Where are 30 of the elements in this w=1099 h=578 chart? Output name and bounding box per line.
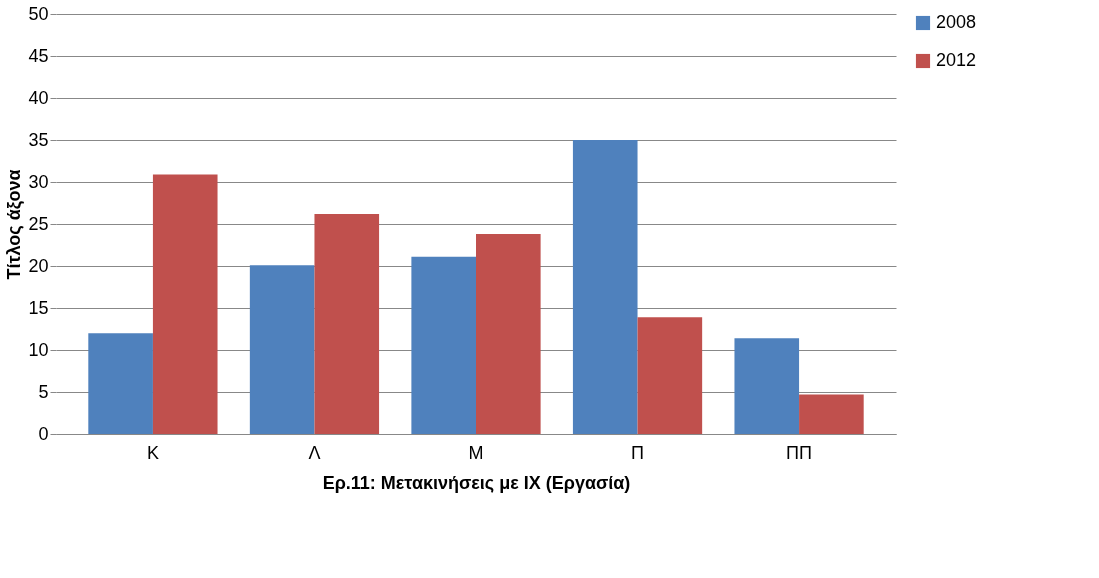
x-tick-label: Π <box>631 442 645 463</box>
bar <box>734 338 800 434</box>
y-tick-label: 5 <box>38 381 49 402</box>
y-tick-label: 50 <box>28 3 49 24</box>
x-tick-label: ΠΠ <box>786 442 813 463</box>
y-tick-label: 35 <box>28 129 49 150</box>
bar <box>637 317 703 434</box>
y-tick-label: 0 <box>38 423 49 444</box>
x-axis-title: Ερ.11: Μετακινήσεις με ΙΧ (Εργασία) <box>322 472 631 493</box>
y-tick-label: 15 <box>28 297 49 318</box>
x-tick-label: Κ <box>146 442 159 463</box>
legend-label: 2012 <box>936 50 977 70</box>
bar <box>249 265 315 434</box>
bar <box>572 140 638 434</box>
y-tick-label: 10 <box>28 339 49 360</box>
legend-label: 2008 <box>936 12 977 32</box>
bar <box>314 213 380 434</box>
bar <box>88 333 153 434</box>
x-tick-label: Μ <box>468 442 484 463</box>
bar <box>476 234 541 434</box>
y-axis-title: Τίτλος άξονα <box>4 169 26 280</box>
y-tick-label: 45 <box>28 45 49 66</box>
y-tick-label: 25 <box>28 213 49 234</box>
bar <box>411 256 476 434</box>
y-tick-label: 40 <box>28 87 49 108</box>
y-tick-label: 30 <box>28 171 49 192</box>
y-tick-label: 20 <box>28 255 49 276</box>
bar <box>799 394 864 434</box>
x-tick-label: Λ <box>308 442 321 463</box>
bar <box>152 174 218 434</box>
